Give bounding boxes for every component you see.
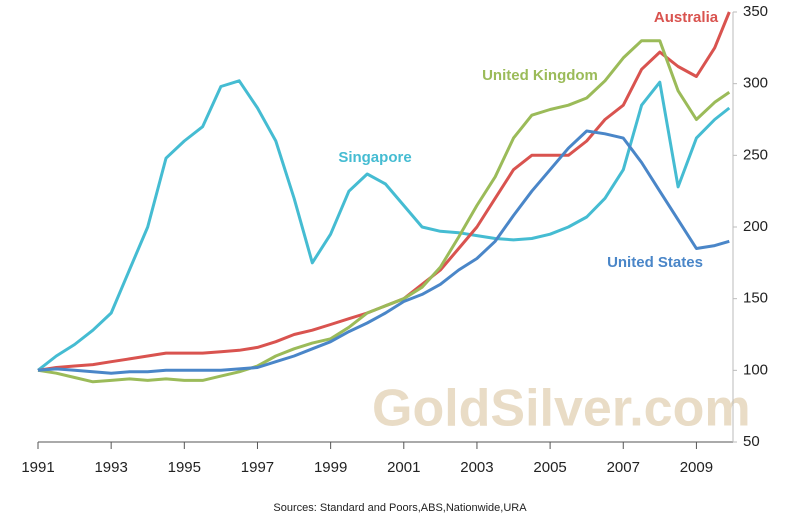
y-tick-label: 300 [743,75,768,92]
series-line [37,11,731,372]
source-note: Sources: Standard and Poors,ABS,Nationwi… [273,502,527,514]
x-tick-label: 2007 [607,459,640,476]
x-tick-label: 1999 [314,459,347,476]
y-tick-label: 200 [743,218,768,235]
y-tick-label: 150 [743,290,768,307]
x-tick-label: 1997 [241,459,274,476]
x-tick-label: 1993 [94,459,127,476]
x-tick-label: 2009 [680,459,713,476]
x-tick-label: 2003 [460,459,493,476]
y-tick-label: 50 [743,433,760,450]
x-tick-label: 1995 [168,459,201,476]
x-tick-label: 2005 [533,459,566,476]
series-line [37,129,730,375]
series-label: United Kingdom [482,67,598,84]
series-line [37,39,731,384]
series-label: Australia [654,9,719,26]
y-tick-label: 350 [743,3,768,20]
x-tick-label: 2001 [387,459,420,476]
y-tick-label: 100 [743,361,768,378]
series-line [37,79,731,372]
watermark: GoldSilver.com [372,380,751,438]
x-tick-label: 1991 [21,459,54,476]
series-label: United States [607,254,703,271]
series-label: Singapore [338,149,411,166]
y-tick-label: 250 [743,146,768,163]
